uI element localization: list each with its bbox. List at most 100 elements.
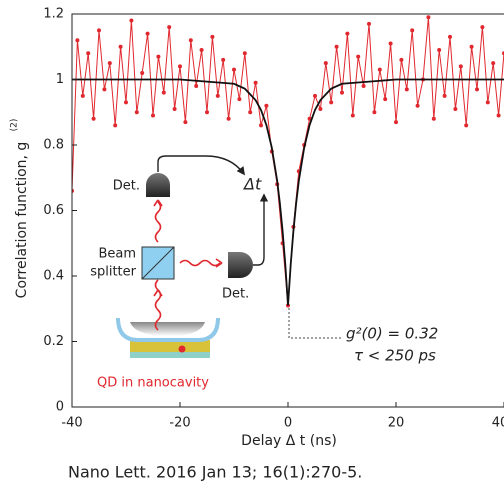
data-point	[442, 93, 447, 98]
data-point	[232, 67, 236, 72]
photon-arrow	[153, 289, 163, 297]
inset-label: splitter	[90, 265, 136, 280]
data-point	[97, 28, 101, 33]
data-point	[426, 15, 431, 20]
data-point	[151, 113, 155, 118]
data-point	[350, 113, 355, 118]
data-point	[199, 48, 204, 53]
data-point	[410, 28, 415, 33]
photon	[154, 279, 162, 331]
data-point	[496, 113, 501, 118]
plot-area: 0 0.2 0.4 0.6 0.8 1 1.2 -40 -20 0 20 40	[43, 7, 504, 431]
caption: Nano Lett. 2016 Jan 13; 16(1):270-5.	[68, 463, 362, 482]
substrate-layer	[130, 352, 210, 358]
data-point	[210, 34, 215, 39]
detector	[146, 173, 170, 197]
photon	[179, 259, 221, 267]
data-point	[431, 116, 436, 121]
data-point	[194, 84, 199, 89]
data-point	[215, 93, 220, 98]
data-point	[356, 54, 361, 59]
substrate	[130, 340, 210, 352]
annotation: g²(0) = 0.32	[346, 325, 438, 343]
data-point	[469, 44, 474, 49]
data-point	[86, 51, 91, 56]
data-point	[361, 84, 366, 89]
data-point	[140, 70, 145, 75]
quantum-dot	[178, 345, 186, 353]
data-point	[237, 97, 242, 102]
y-tick-label: 1.2	[43, 7, 64, 22]
data-point	[388, 41, 393, 46]
data-point	[372, 110, 377, 115]
signal-line	[253, 193, 269, 266]
data-point	[226, 116, 231, 121]
data-point	[437, 48, 442, 53]
data-point	[323, 61, 328, 66]
data-point	[453, 106, 458, 111]
inset-label: Δt	[242, 175, 262, 194]
series-line	[72, 17, 504, 306]
data-point	[156, 54, 161, 59]
data-point	[318, 106, 323, 111]
y-tick-label: 1	[56, 72, 64, 87]
data-point	[172, 106, 177, 111]
data-point	[383, 97, 388, 102]
x-tick-label: 20	[388, 416, 405, 431]
data-point	[485, 100, 490, 105]
y-tick-label: 0.4	[43, 269, 64, 284]
y-tick-label: 0	[56, 400, 64, 415]
data-point	[264, 103, 269, 108]
data-point	[188, 38, 193, 43]
inset-label: Det.	[222, 287, 249, 302]
x-tick-label: -20	[169, 416, 190, 431]
data-point	[458, 64, 463, 69]
data-point	[345, 31, 350, 36]
data-point	[113, 123, 118, 128]
inset-diagram: Det. Δt Beam splitter Det. QD in nanocav…	[90, 155, 269, 391]
y-axis-label-superscript: (2)	[10, 119, 20, 132]
data-point	[124, 100, 128, 105]
data-point	[404, 87, 409, 92]
data-point	[80, 93, 85, 98]
data-point	[253, 80, 258, 85]
data-point	[480, 25, 485, 30]
inset-label: QD in nanocavity	[97, 376, 209, 391]
data-point	[475, 87, 479, 92]
data-point	[102, 87, 107, 92]
y-tick-label: 0.2	[43, 334, 64, 349]
series-line	[72, 78, 504, 306]
data-point	[242, 51, 247, 56]
data-point	[118, 44, 123, 49]
data-point	[91, 116, 96, 121]
data-point	[134, 110, 139, 115]
annotation-leader	[288, 308, 342, 339]
data-point	[107, 61, 112, 66]
data-point	[448, 34, 452, 39]
data-point	[367, 21, 371, 26]
data-point	[399, 57, 404, 62]
annotation: τ < 250 ps	[354, 347, 436, 365]
photon	[154, 201, 162, 243]
data-point	[259, 123, 263, 128]
data-point	[145, 31, 150, 36]
inset-label: Beam	[98, 247, 136, 262]
data-point	[415, 103, 420, 108]
data-point	[75, 38, 80, 43]
data-point	[129, 18, 134, 23]
data-point	[464, 123, 469, 128]
y-tick-label: 0.6	[43, 203, 64, 218]
splitter-diagonal	[141, 246, 175, 280]
x-tick-label: 0	[284, 416, 292, 431]
data-point	[377, 67, 382, 72]
data-point	[167, 25, 172, 30]
data-point	[205, 110, 209, 115]
data-point	[340, 90, 344, 95]
y-axis-label: Correlation function, g	[14, 142, 30, 299]
data-point	[221, 57, 226, 62]
y-tick-label: 0.8	[43, 138, 64, 153]
signal-line	[157, 155, 245, 176]
x-tick-label: 40	[492, 416, 504, 431]
inset-label: Det.	[113, 179, 140, 194]
